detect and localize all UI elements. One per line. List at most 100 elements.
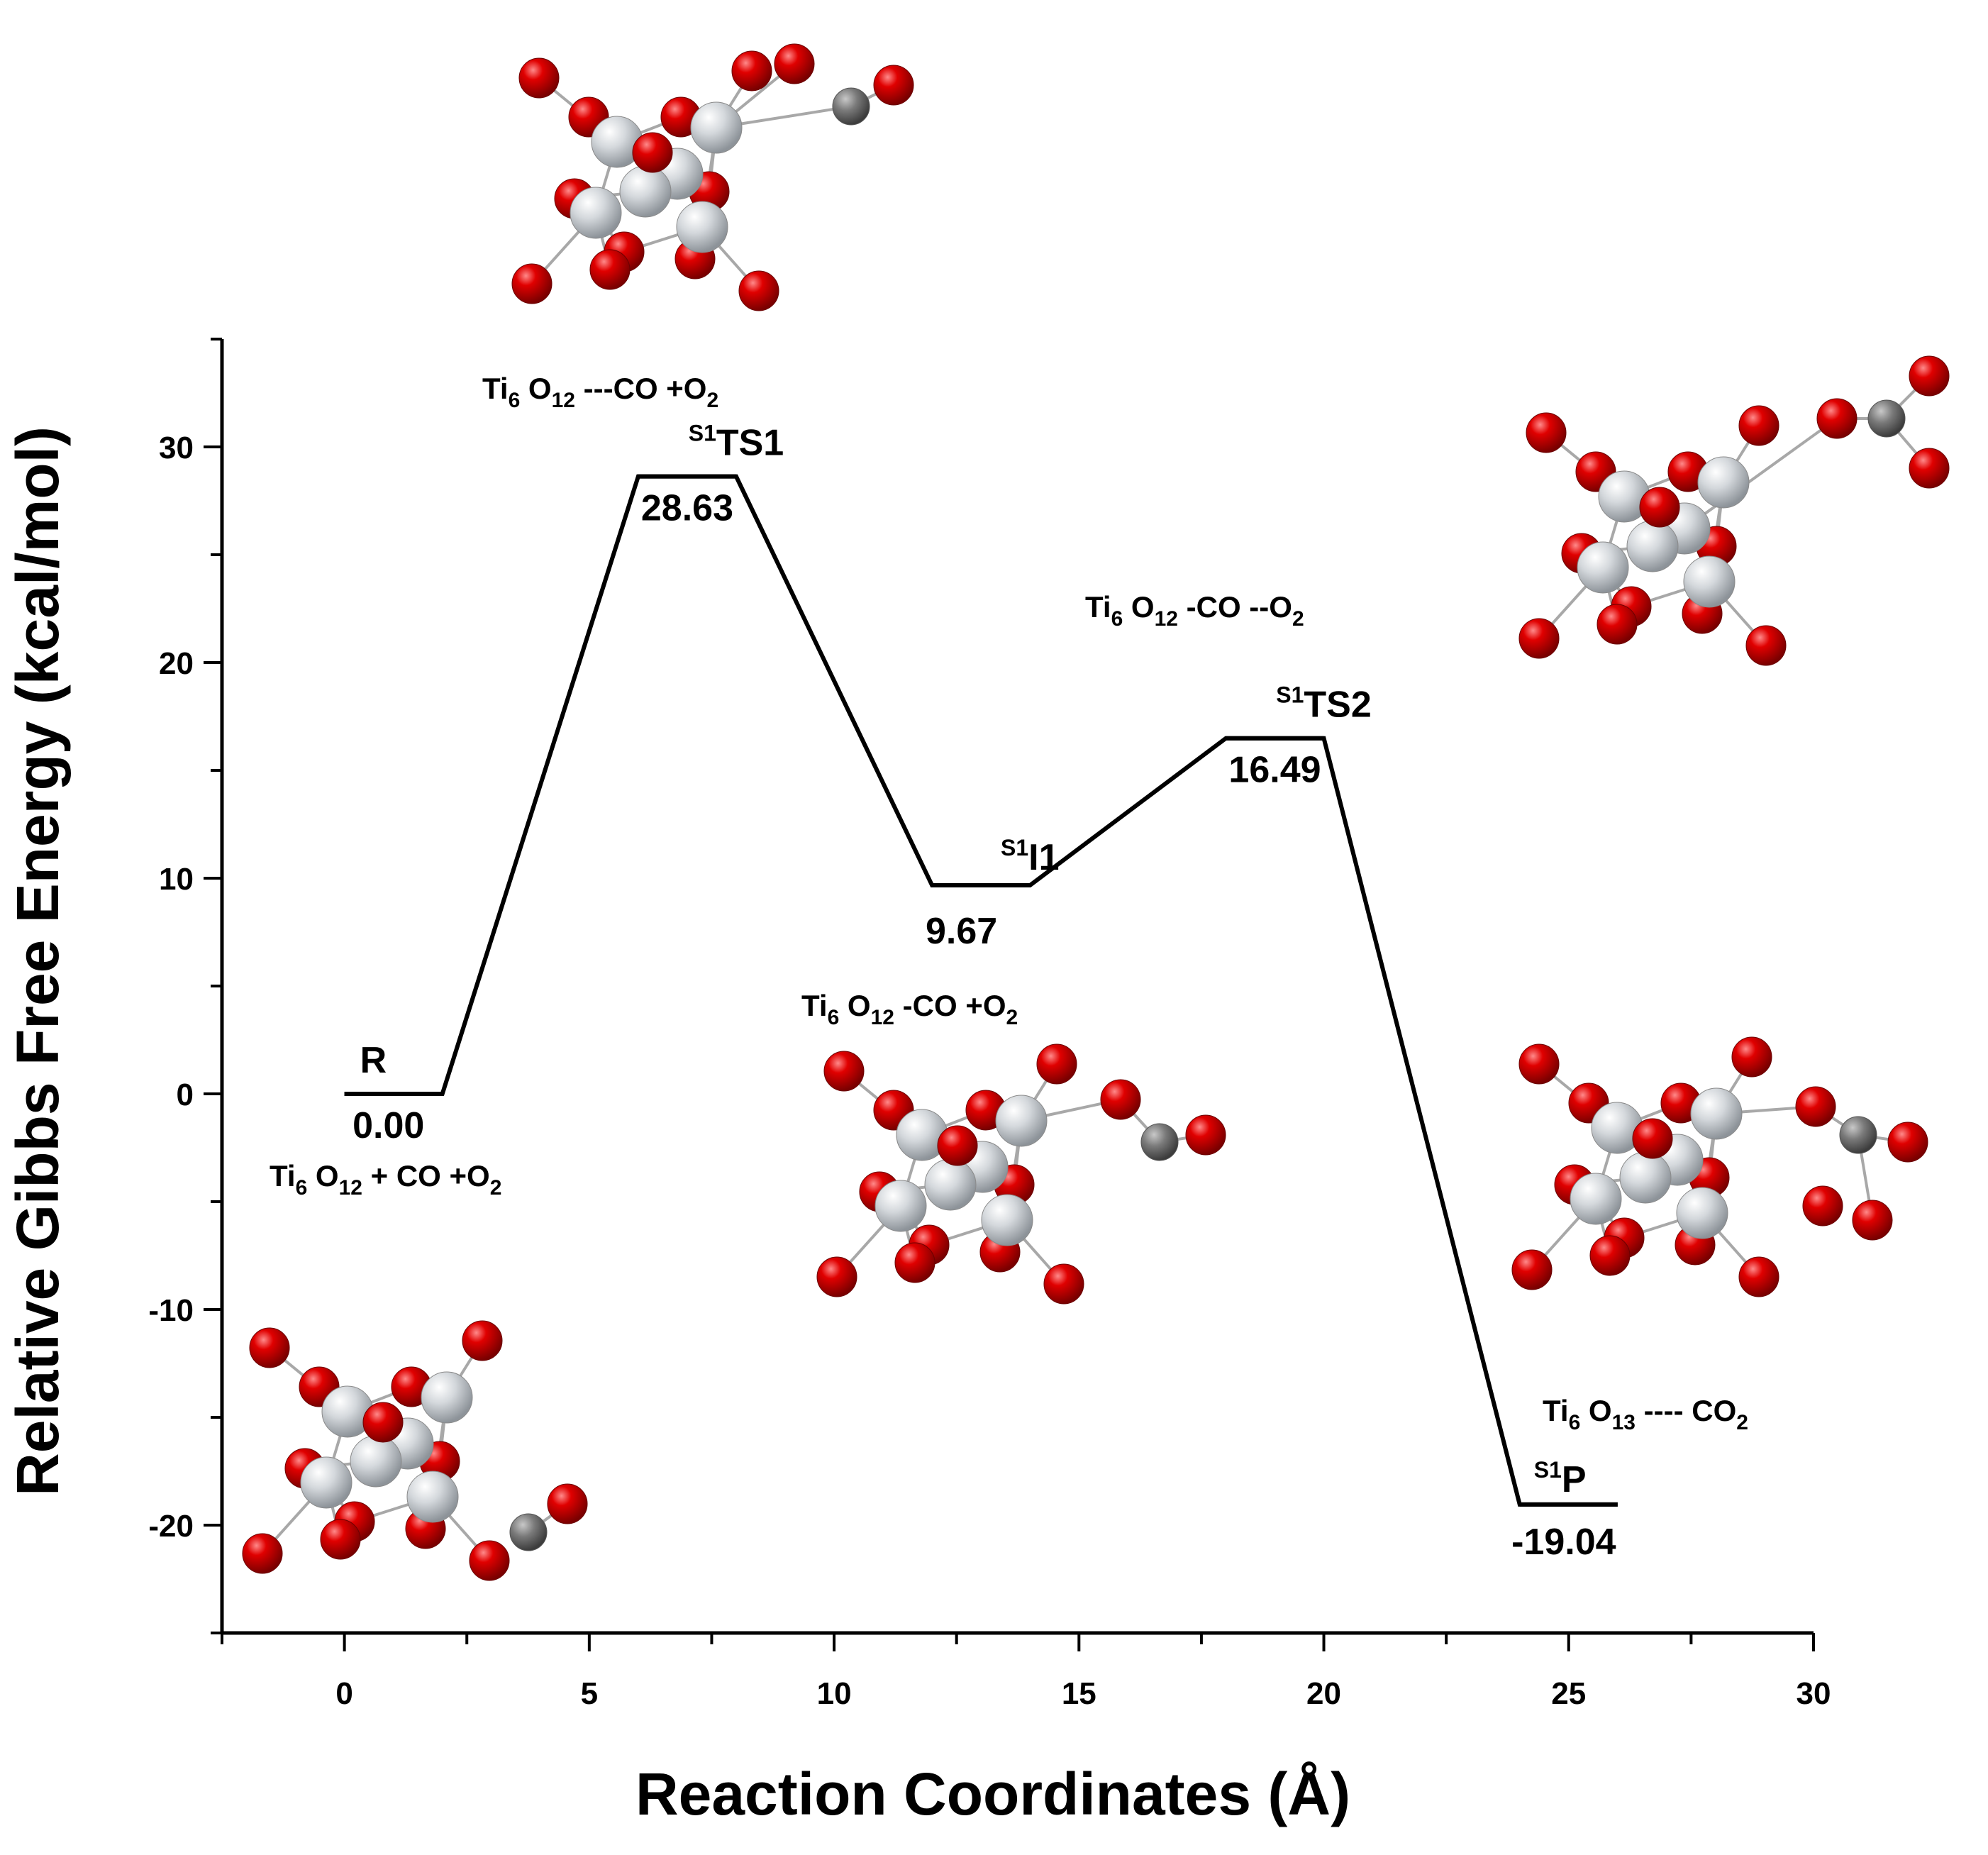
titanium-atom — [570, 187, 622, 239]
state-label-i1: S1I1 — [1001, 835, 1060, 878]
state-label-p: S1P — [1534, 1457, 1587, 1500]
titanium-atom — [1697, 456, 1750, 509]
molecule-ts2 — [1518, 355, 1950, 666]
titanium-atom — [874, 1180, 927, 1232]
y-axis-title: Relative Gibbs Free Energy (kcal/mol) — [4, 426, 71, 1496]
oxygen-atom — [1802, 1185, 1843, 1226]
y-tick-label: -10 — [148, 1293, 194, 1328]
x-tick-label: 30 — [1797, 1676, 1831, 1711]
carbon-atom — [1867, 399, 1906, 438]
molecule-r — [242, 1320, 588, 1581]
molecule-p — [1511, 1036, 1928, 1297]
titanium-atom — [690, 101, 743, 154]
oxygen-atom — [1511, 1249, 1553, 1290]
oxygen-atom — [774, 43, 815, 84]
titanium-atom — [1626, 520, 1679, 572]
x-tick-label: 20 — [1306, 1676, 1341, 1711]
carbon-atom — [832, 87, 870, 126]
titanium-atom — [995, 1095, 1048, 1147]
state-label-ts1: S1TS1 — [689, 421, 784, 464]
oxygen-atom — [1887, 1122, 1928, 1163]
oxygen-atom — [1795, 1086, 1836, 1127]
oxygen-atom — [738, 270, 779, 311]
species-label-r: Ti6 O12 + CO +O2 — [270, 1159, 501, 1200]
oxygen-atom — [731, 50, 772, 92]
titanium-atom — [1676, 1187, 1728, 1239]
x-ticks: 0 5 10 15 20 25 30 — [221, 1633, 1831, 1711]
titanium-atom — [619, 165, 672, 218]
state-label-ts2: S1TS2 — [1276, 682, 1372, 726]
species-label-ts1: Ti6 O12 ---CO +O2 — [482, 372, 718, 412]
oxygen-atom — [1909, 448, 1950, 489]
oxygen-atom — [1100, 1079, 1141, 1120]
oxygen-atom — [632, 132, 673, 173]
x-tick-label: 0 — [335, 1676, 352, 1711]
x-tick-label: 15 — [1062, 1676, 1096, 1711]
oxygen-atom — [1745, 625, 1787, 666]
x-tick-label: 5 — [581, 1676, 598, 1711]
oxygen-atom — [1852, 1200, 1893, 1241]
titanium-atom — [924, 1158, 977, 1211]
oxygen-atom — [937, 1125, 978, 1166]
oxygen-atom — [1518, 1043, 1560, 1085]
species-label-i1: Ti6 O12 -CO +O2 — [801, 989, 1018, 1029]
state-value-p: -19.04 — [1511, 1522, 1616, 1563]
oxygen-atom — [1816, 398, 1857, 439]
titanium-atom — [406, 1471, 459, 1523]
carbon-atom — [1140, 1123, 1179, 1161]
carbon-atom — [509, 1513, 548, 1551]
titanium-atom — [1577, 541, 1629, 594]
titanium-atom — [1683, 555, 1736, 608]
x-axis-title: Reaction Coordinates (Å) — [635, 1761, 1350, 1827]
oxygen-atom — [1738, 1256, 1779, 1297]
oxygen-atom — [547, 1483, 588, 1524]
oxygen-atom — [1639, 487, 1680, 528]
y-ticks: -20 -10 0 10 20 30 — [148, 338, 222, 1634]
x-tick-label: 10 — [817, 1676, 852, 1711]
oxygen-atom — [1909, 355, 1950, 397]
oxygen-atom — [469, 1540, 510, 1581]
titanium-atom — [676, 201, 728, 253]
state-levels — [344, 474, 1618, 1507]
oxygen-atom — [518, 57, 560, 99]
oxygen-atom — [1036, 1043, 1077, 1085]
molecule-ts1 — [511, 43, 914, 311]
oxygen-atom — [1518, 618, 1560, 659]
species-labels: Ti6 O12 + CO +O2 Ti6 O12 ---CO +O2 Ti6 O12… — [270, 372, 1748, 1434]
oxygen-atom — [823, 1051, 865, 1092]
carbon-atom — [1839, 1116, 1877, 1154]
oxygen-atom — [1731, 1036, 1772, 1078]
state-label-r: R — [360, 1040, 387, 1081]
oxygen-atom — [1043, 1263, 1084, 1305]
species-label-p: Ti6 O13 ---- CO2 — [1543, 1394, 1748, 1434]
state-value-r: 0.00 — [352, 1105, 424, 1146]
oxygen-atom — [816, 1256, 857, 1297]
oxygen-atom — [1738, 405, 1779, 446]
bond — [1683, 417, 1838, 530]
y-tick-label: 30 — [159, 431, 194, 465]
oxygen-atom — [1596, 604, 1638, 645]
oxygen-atom — [511, 263, 552, 304]
titanium-atom — [1690, 1087, 1743, 1140]
titanium-atom — [981, 1194, 1033, 1246]
oxygen-atom — [320, 1519, 361, 1560]
titanium-atom — [1570, 1173, 1622, 1225]
oxygen-atom — [1185, 1114, 1226, 1156]
oxygen-atom — [242, 1533, 283, 1574]
titanium-atom — [350, 1435, 402, 1488]
titanium-atom — [300, 1456, 352, 1509]
y-tick-label: -20 — [148, 1509, 194, 1544]
oxygen-atom — [462, 1320, 503, 1361]
y-tick-label: 20 — [159, 646, 194, 681]
axes: 0 5 10 15 20 25 30 -20 -10 0 10 20 30 — [148, 338, 1831, 1711]
oxygen-atom — [362, 1402, 404, 1443]
oxygen-atom — [1589, 1235, 1631, 1276]
molecule-structures — [242, 43, 1950, 1581]
titanium-atom — [421, 1371, 473, 1424]
titanium-atom — [1619, 1151, 1672, 1204]
state-value-i1: 9.67 — [926, 911, 997, 952]
state-value-ts1: 28.63 — [641, 488, 733, 529]
